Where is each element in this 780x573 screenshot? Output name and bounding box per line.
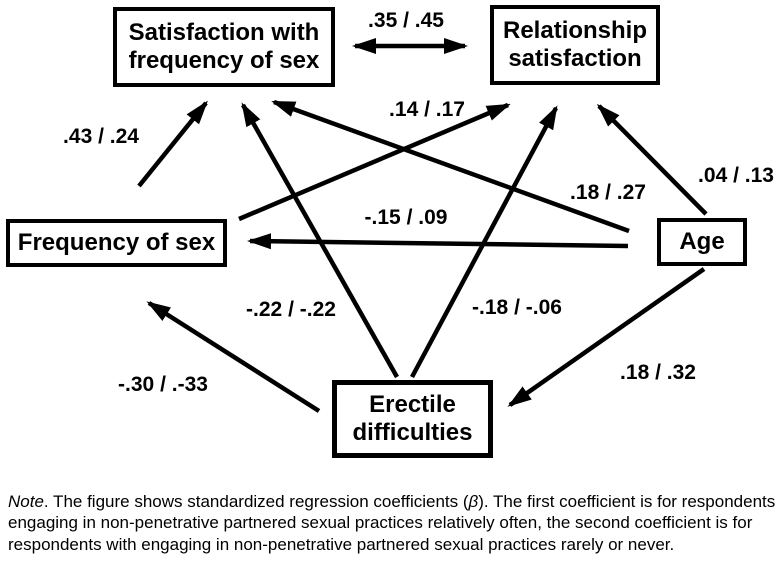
node-age: Age xyxy=(657,218,747,266)
coefficient-age-to-frequency: -.15 / .09 xyxy=(364,206,448,229)
note-text-after-beta: ). The first coefficient is for responde… xyxy=(8,492,776,554)
coefficient-erectile-to-relsat: -.18 / -.06 xyxy=(472,296,562,319)
coefficient-frequency-to-satfreq: .43 / .24 xyxy=(63,125,139,148)
coefficient-age-to-relsat: .04 / .13 xyxy=(698,164,774,187)
arrow-age-to-relationship-satisfaction xyxy=(596,103,708,216)
arrow-erectile-to-frequency-of-sex xyxy=(146,301,321,413)
node-relationship-satisfaction: Relationship satisfaction xyxy=(490,5,660,85)
coefficient-erectile-to-frequency: -.30 / .-33 xyxy=(118,373,208,396)
node-frequency-of-sex: Frequency of sex xyxy=(6,219,227,267)
arrow-age-to-erectile-difficulties xyxy=(507,267,706,407)
note-beta-symbol: β xyxy=(468,492,479,511)
coefficient-age-to-satfreq: .18 / .27 xyxy=(570,181,646,204)
note-text-before-beta: . The figure shows standardized regressi… xyxy=(43,492,469,511)
arrow-erectile-to-satisfaction-frequency xyxy=(241,102,399,379)
arrow-frequency-to-satisfaction-frequency xyxy=(137,100,208,188)
figure-note: Note. The figure shows standardized regr… xyxy=(8,491,778,555)
arrow-age-to-frequency-of-sex xyxy=(247,233,629,250)
node-satisfaction-with-frequency-of-sex: Satisfaction with frequency of sex xyxy=(113,7,335,87)
coefficient-frequency-to-relsat: .14 / .17 xyxy=(389,98,465,121)
note-label: Note xyxy=(8,492,44,511)
coefficient-age-to-erectile: .18 / .32 xyxy=(620,361,696,384)
coefficient-correlation-satfreq-relsat: .35 / .45 xyxy=(368,9,444,32)
arrow-age-to-satisfaction-frequency xyxy=(271,99,630,234)
arrow-erectile-to-relationship-satisfaction xyxy=(410,105,558,379)
arrow-frequency-to-relationship-satisfaction xyxy=(238,102,511,222)
coefficient-erectile-to-satfreq: -.22 / -.22 xyxy=(246,298,336,321)
node-erectile-difficulties: Erectile difficulties xyxy=(332,380,493,458)
